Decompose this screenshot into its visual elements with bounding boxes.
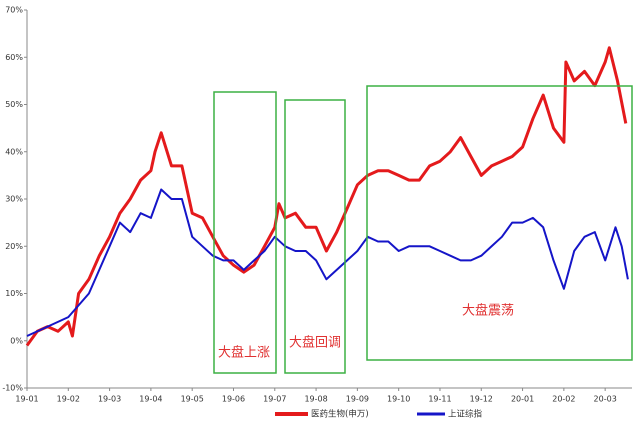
y-tick-label: 40%: [5, 147, 23, 156]
y-tick-label: 0%: [10, 336, 23, 345]
y-tick-label: 70%: [5, 6, 23, 15]
x-tick-label: 20-02: [552, 395, 575, 404]
x-tick-label: 19-03: [98, 395, 121, 404]
annotation-box: [366, 85, 633, 361]
y-tick-label: 30%: [5, 195, 23, 204]
annotation-box: [284, 99, 346, 374]
series-line: [26, 188, 629, 337]
y-tick-label: 60%: [5, 53, 23, 62]
x-tick-label: 20-03: [594, 395, 617, 404]
x-tick-label: 19-11: [428, 395, 451, 404]
x-tick-label: 19-02: [57, 395, 80, 404]
annotation: 大盘震荡: [462, 303, 514, 319]
x-tick-label: 19-07: [263, 395, 286, 404]
y-tick-label: -10%: [2, 384, 23, 393]
annotation: 大盘回调: [289, 335, 341, 351]
x-tick-label: 19-06: [222, 395, 245, 404]
y-tick-label: 10%: [5, 289, 23, 298]
y-tick-label: 50%: [5, 100, 23, 109]
x-tick-label: 20-01: [511, 395, 534, 404]
x-tick-label: 19-08: [304, 395, 327, 404]
x-tick-label: 19-10: [387, 395, 410, 404]
annotation-box: [213, 91, 277, 374]
y-tick-label: 20%: [5, 242, 23, 251]
legend-label: 上证综指: [448, 409, 483, 420]
series-line: [25, 46, 628, 347]
legend-label: 医药生物(申万): [311, 409, 369, 420]
x-tick-label: 19-09: [346, 395, 369, 404]
annotation: 大盘上涨: [218, 345, 270, 361]
x-tick-label: 19-12: [470, 395, 493, 404]
x-tick-label: 19-05: [181, 395, 204, 404]
x-tick-label: 19-04: [139, 395, 162, 404]
x-tick-label: 19-01: [15, 395, 38, 404]
